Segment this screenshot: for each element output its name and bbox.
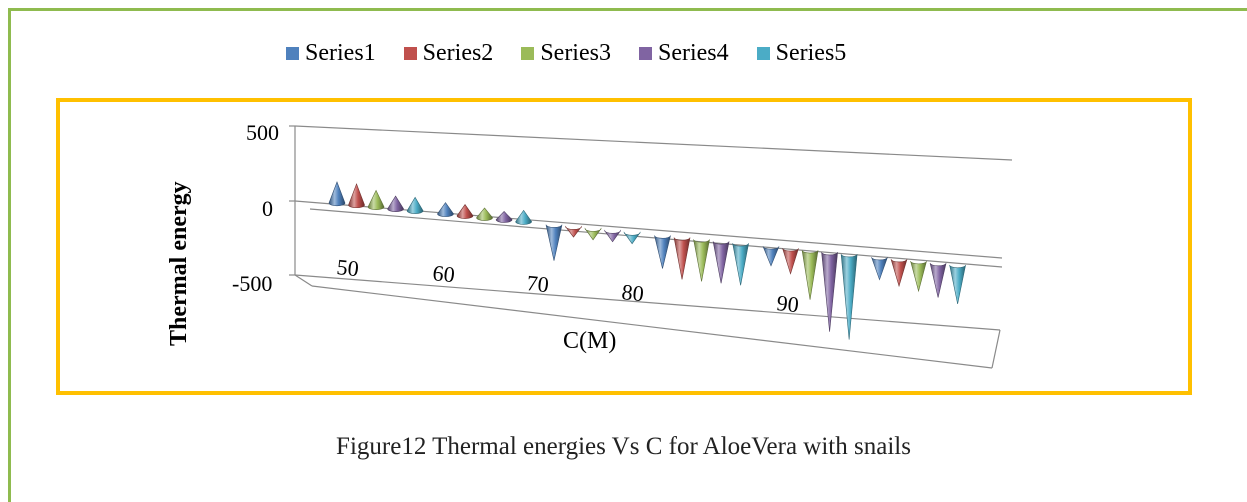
- cone-series5-cat-60: [515, 209, 532, 225]
- page-border: [8, 8, 1247, 502]
- cone-series1-cat-80: [654, 235, 671, 269]
- legend-label: Series2: [422, 40, 494, 66]
- x-tick-label: 60: [431, 260, 455, 287]
- cone-series5-cat-90: [840, 254, 858, 340]
- x-tick-label: 90: [775, 290, 799, 317]
- cone-series3-cat-blank: [910, 260, 927, 293]
- cone-series3-cat-50: [367, 189, 385, 210]
- cone-series3-cat-60: [476, 207, 493, 221]
- cone-series4-cat-90: [821, 252, 838, 332]
- cone-series3-cat-80: [693, 239, 710, 282]
- legend-item-series5: Series5: [756, 40, 847, 67]
- x-tick-label: 70: [525, 270, 549, 297]
- cone-series3-cat-90: [801, 250, 819, 300]
- legend-label: Series1: [305, 40, 376, 66]
- axis-labels: 500 0 -500 Thermal energy C(M) 50 60 70 80 9…: [166, 120, 800, 354]
- x-tick-label: 50: [335, 254, 359, 281]
- cone-series2-cat-blank: [890, 259, 908, 288]
- legend-label: Series3: [540, 40, 611, 66]
- cone-series4-cat-80: [712, 241, 730, 284]
- plot-area-border: [56, 98, 1192, 395]
- cone-series4-cat-blank: [929, 262, 947, 298]
- chart-legend: Series1 Series2 Series3 Series4 Series5: [286, 40, 846, 67]
- cone-series5-cat-blank: [949, 264, 966, 305]
- cone-series1-cat-60: [437, 202, 454, 217]
- floor-back-edge: [294, 274, 1001, 331]
- floor-front-edge: [311, 285, 993, 369]
- cone-series1-cat-blank: [871, 257, 888, 281]
- legend-swatch: [638, 47, 652, 60]
- cone-series5-cat-80: [732, 243, 749, 286]
- legend-label: Series4: [657, 40, 729, 66]
- floor-right-edge: [991, 329, 1001, 369]
- y-tick-label: 500: [246, 120, 279, 145]
- data-cones: [328, 181, 966, 340]
- legend-label: Series5: [775, 40, 847, 66]
- y-tick-label: 0: [262, 196, 273, 221]
- x-axis-label: C(M): [563, 328, 616, 354]
- axes: [289, 125, 1013, 369]
- legend-item-series4: Series4: [638, 40, 729, 67]
- cone-series4-cat-50: [387, 195, 404, 212]
- x-tick-label: 80: [620, 279, 644, 306]
- legend-swatch: [756, 47, 770, 60]
- cone-series3-cat-70: [584, 227, 602, 241]
- y-tick-label: -500: [232, 271, 272, 296]
- cone-series1-cat-70: [545, 224, 563, 261]
- legend-swatch: [403, 47, 417, 60]
- cone-series2-cat-50: [348, 183, 365, 209]
- cone-series5-cat-50: [406, 196, 424, 214]
- cone-series2-cat-90: [782, 248, 799, 275]
- cone-series4-cat-60: [495, 211, 513, 223]
- legend-item-series2: Series2: [403, 40, 494, 67]
- cone-series2-cat-60: [456, 204, 474, 219]
- y-axis-label: Thermal energy: [166, 181, 192, 346]
- legend-item-series3: Series3: [521, 40, 611, 67]
- gridline-top: [294, 125, 1013, 161]
- cone-series1-cat-90: [762, 246, 780, 267]
- floor-left-edge: [294, 274, 313, 287]
- legend-item-series1: Series1: [286, 40, 376, 67]
- legend-swatch: [286, 47, 299, 60]
- figure-caption: Figure12 Thermal energies Vs C for AloeV…: [336, 433, 911, 460]
- cone-series5-cat-70: [623, 231, 641, 245]
- cone-series2-cat-80: [673, 237, 691, 280]
- legend-swatch: [521, 47, 535, 60]
- cone-series1-cat-50: [328, 181, 346, 207]
- cone-series2-cat-70: [565, 225, 582, 238]
- cone-series4-cat-70: [604, 229, 621, 243]
